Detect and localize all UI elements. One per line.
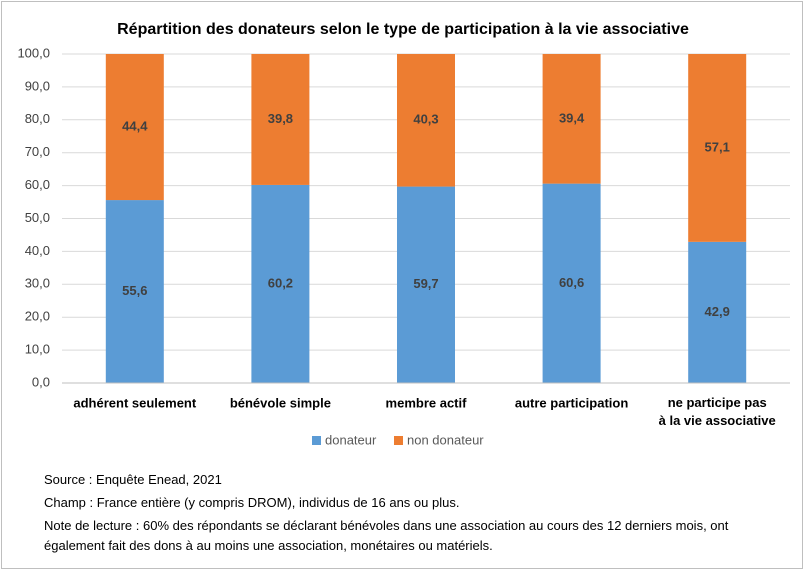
- value-label: 40,3: [413, 112, 438, 127]
- x-tick-label: membre actif: [386, 395, 468, 410]
- legend-label: donateur: [325, 432, 377, 447]
- y-tick-label: 50,0: [25, 210, 50, 225]
- value-label: 59,7: [413, 276, 438, 291]
- note: Note de lecture : 60% des répondants se …: [44, 518, 729, 553]
- legend-swatch: [312, 436, 321, 445]
- value-label: 57,1: [705, 139, 730, 154]
- y-tick-label: 90,0: [25, 78, 50, 93]
- y-tick-label: 70,0: [25, 144, 50, 159]
- note: Source : Enquête Enead, 2021: [44, 472, 222, 487]
- value-label: 39,4: [559, 110, 585, 125]
- y-tick-label: 80,0: [25, 111, 50, 126]
- bar-segment: [688, 241, 747, 383]
- value-label: 60,2: [268, 275, 293, 290]
- x-tick-label: bénévole simple: [230, 395, 331, 410]
- notes: Source : Enquête Enead, 2021 Champ : Fra…: [44, 468, 784, 556]
- value-label: 60,6: [559, 275, 584, 290]
- bar-segment: [542, 183, 601, 383]
- bar-segment: [251, 184, 310, 383]
- bar-segment: [688, 54, 747, 242]
- bar-segment: [542, 54, 601, 184]
- chart-title: Répartition des donateurs selon le type …: [117, 21, 689, 38]
- value-label: 44,4: [122, 118, 148, 133]
- y-tick-label: 20,0: [25, 309, 50, 324]
- note: Champ : France entière (y compris DROM),…: [44, 495, 460, 510]
- legend-swatch: [394, 436, 403, 445]
- y-tick-label: 60,0: [25, 177, 50, 192]
- value-label: 55,6: [122, 283, 147, 298]
- y-tick-label: 10,0: [25, 342, 50, 357]
- bar-segment: [397, 186, 455, 383]
- x-tick-label: ne participe pas à la vie associative: [659, 395, 776, 428]
- y-tick-label: 40,0: [25, 243, 50, 258]
- x-tick-label: autre participation: [515, 395, 628, 410]
- bar-segment: [105, 54, 164, 201]
- value-label: 42,9: [705, 304, 730, 319]
- bar-segment: [105, 200, 164, 383]
- x-tick-label: adhérent seulement: [73, 395, 196, 410]
- value-label: 39,8: [268, 111, 293, 126]
- y-tick-label: 30,0: [25, 276, 50, 291]
- y-tick-label: 100,0: [17, 45, 50, 60]
- bar-segment: [397, 54, 455, 187]
- legend-label: non donateur: [407, 432, 484, 447]
- bar-segment: [251, 54, 310, 185]
- y-tick-label: 0,0: [32, 374, 50, 389]
